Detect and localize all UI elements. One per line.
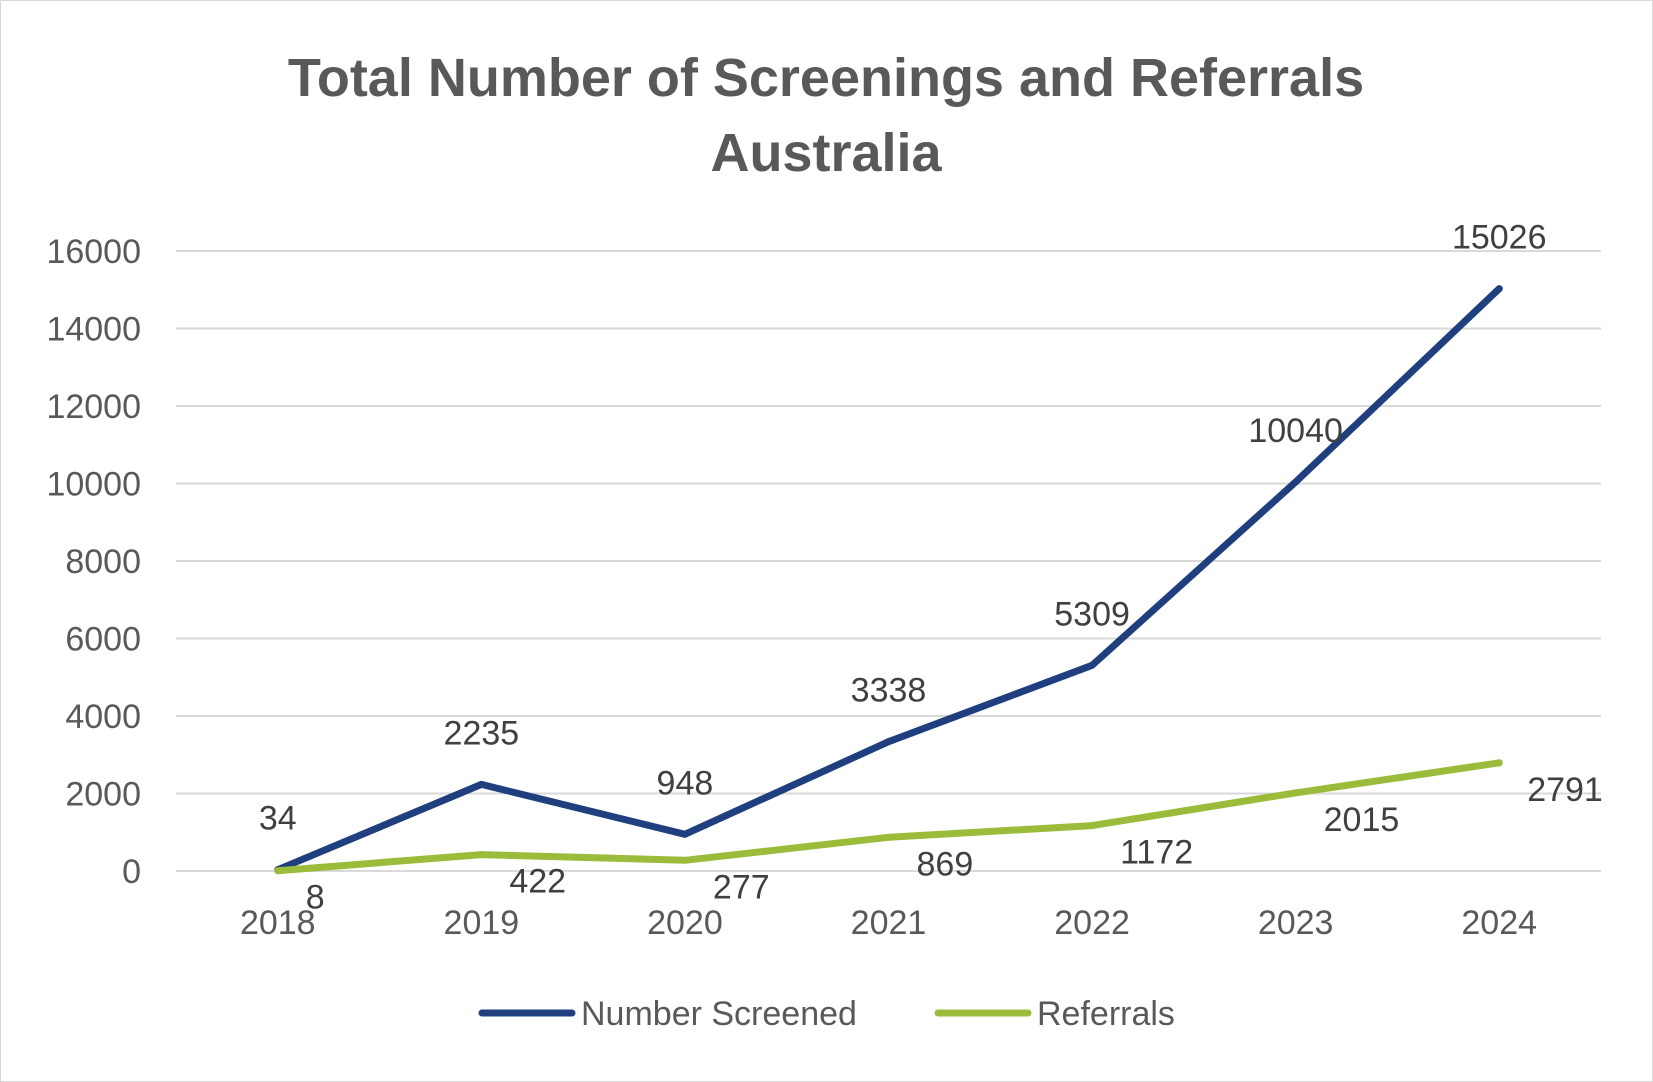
- series-line-number-screened: [274, 285, 1503, 874]
- y-tick-label: 8000: [65, 543, 141, 581]
- x-tick-label: 2019: [444, 904, 520, 942]
- data-point-number-screened: [477, 780, 485, 788]
- legend: Number Screened Referrals: [478, 995, 1175, 1033]
- x-tick-label: 2018: [240, 904, 316, 942]
- data-label-referrals: 2015: [1324, 801, 1400, 839]
- data-point-number-screened: [681, 830, 689, 838]
- data-label-referrals: 1172: [1120, 834, 1193, 872]
- data-point-referrals: [1088, 822, 1096, 830]
- gridlines: [176, 250, 1601, 872]
- x-axis: 2018 2019 2020 2021 2022 2023 2024: [240, 904, 1537, 942]
- x-tick-label: 2023: [1258, 904, 1334, 942]
- chart-title-line-1: Total Number of Screenings and Referrals: [288, 48, 1364, 108]
- data-point-referrals: [477, 851, 485, 859]
- data-label-number-screened: 5309: [1054, 595, 1130, 633]
- data-label-number-screened: 2235: [444, 714, 520, 752]
- y-tick-label: 4000: [65, 698, 141, 736]
- series-lines: [274, 285, 1503, 875]
- series-line-referrals: [274, 759, 1503, 875]
- x-tick-label: 2024: [1461, 904, 1537, 942]
- data-label-number-screened: 34: [259, 800, 297, 838]
- chart-title-line-2: Australia: [710, 123, 942, 183]
- data-point-referrals: [1292, 789, 1300, 797]
- legend-label-referrals: Referrals: [1037, 995, 1175, 1033]
- data-label-referrals: 2791: [1527, 771, 1603, 809]
- data-label-number-screened: 15026: [1452, 219, 1547, 257]
- legend-label-number-screened: Number Screened: [581, 995, 857, 1033]
- data-label-referrals: 277: [713, 868, 770, 906]
- data-label-number-screened: 948: [657, 764, 714, 802]
- y-tick-label: 10000: [46, 466, 141, 504]
- data-point-number-screened: [1495, 285, 1503, 293]
- data-point-referrals: [681, 856, 689, 864]
- data-point-referrals: [885, 833, 892, 841]
- y-tick-label: 16000: [46, 233, 141, 271]
- x-tick-label: 2021: [851, 904, 927, 942]
- data-labels: 34 2235 948 3338 5309 10040 15026 8 422 277 869 117…: [259, 219, 1603, 917]
- data-label-referrals: 422: [509, 863, 566, 901]
- y-axis: 0 2000 4000 6000 8000 10000 12000 14000 16000: [46, 233, 141, 891]
- y-tick-label: 6000: [65, 621, 141, 659]
- data-label-referrals: 869: [917, 845, 974, 883]
- data-point-number-screened: [1292, 478, 1300, 486]
- y-tick-label: 14000: [46, 311, 141, 349]
- y-tick-label: 2000: [65, 776, 141, 814]
- y-tick-label: 0: [122, 853, 141, 891]
- data-point-number-screened: [1088, 661, 1096, 669]
- data-point-referrals: [1495, 759, 1503, 767]
- data-label-referrals: 8: [306, 879, 325, 917]
- data-point-referrals: [274, 867, 282, 875]
- data-label-number-screened: 10040: [1248, 412, 1343, 450]
- data-label-number-screened: 3338: [851, 672, 927, 710]
- data-point-number-screened: [885, 738, 892, 746]
- x-tick-label: 2020: [647, 904, 723, 942]
- y-tick-label: 12000: [46, 388, 141, 426]
- x-tick-label: 2022: [1054, 904, 1130, 942]
